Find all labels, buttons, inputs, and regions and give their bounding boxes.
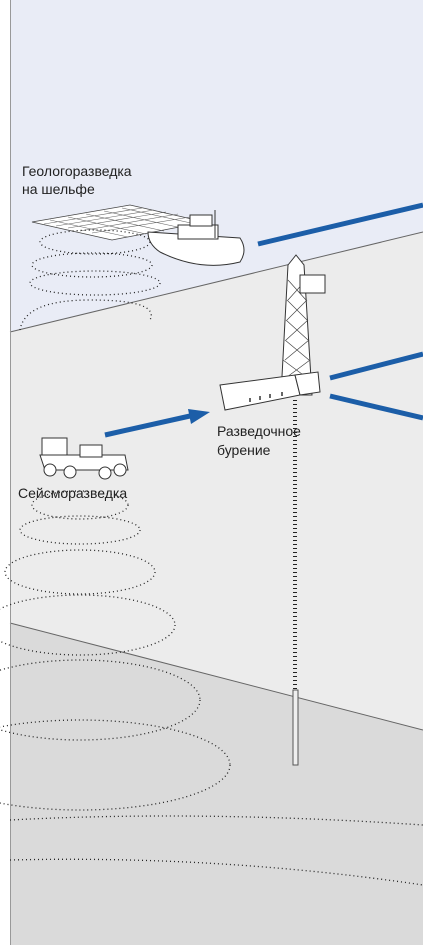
label: Сейсморазведка bbox=[18, 485, 127, 501]
label: на шельфе bbox=[22, 181, 95, 197]
label: Геологоразведка bbox=[22, 163, 132, 179]
casing bbox=[293, 690, 298, 765]
page: {"labels": {"offshore": ["Геологоразведк… bbox=[0, 0, 423, 945]
label: бурение bbox=[217, 442, 271, 458]
illustration: Геологоразведка на шельфе Разведочное бу… bbox=[0, 0, 423, 945]
label: Разведочное bbox=[217, 423, 301, 439]
